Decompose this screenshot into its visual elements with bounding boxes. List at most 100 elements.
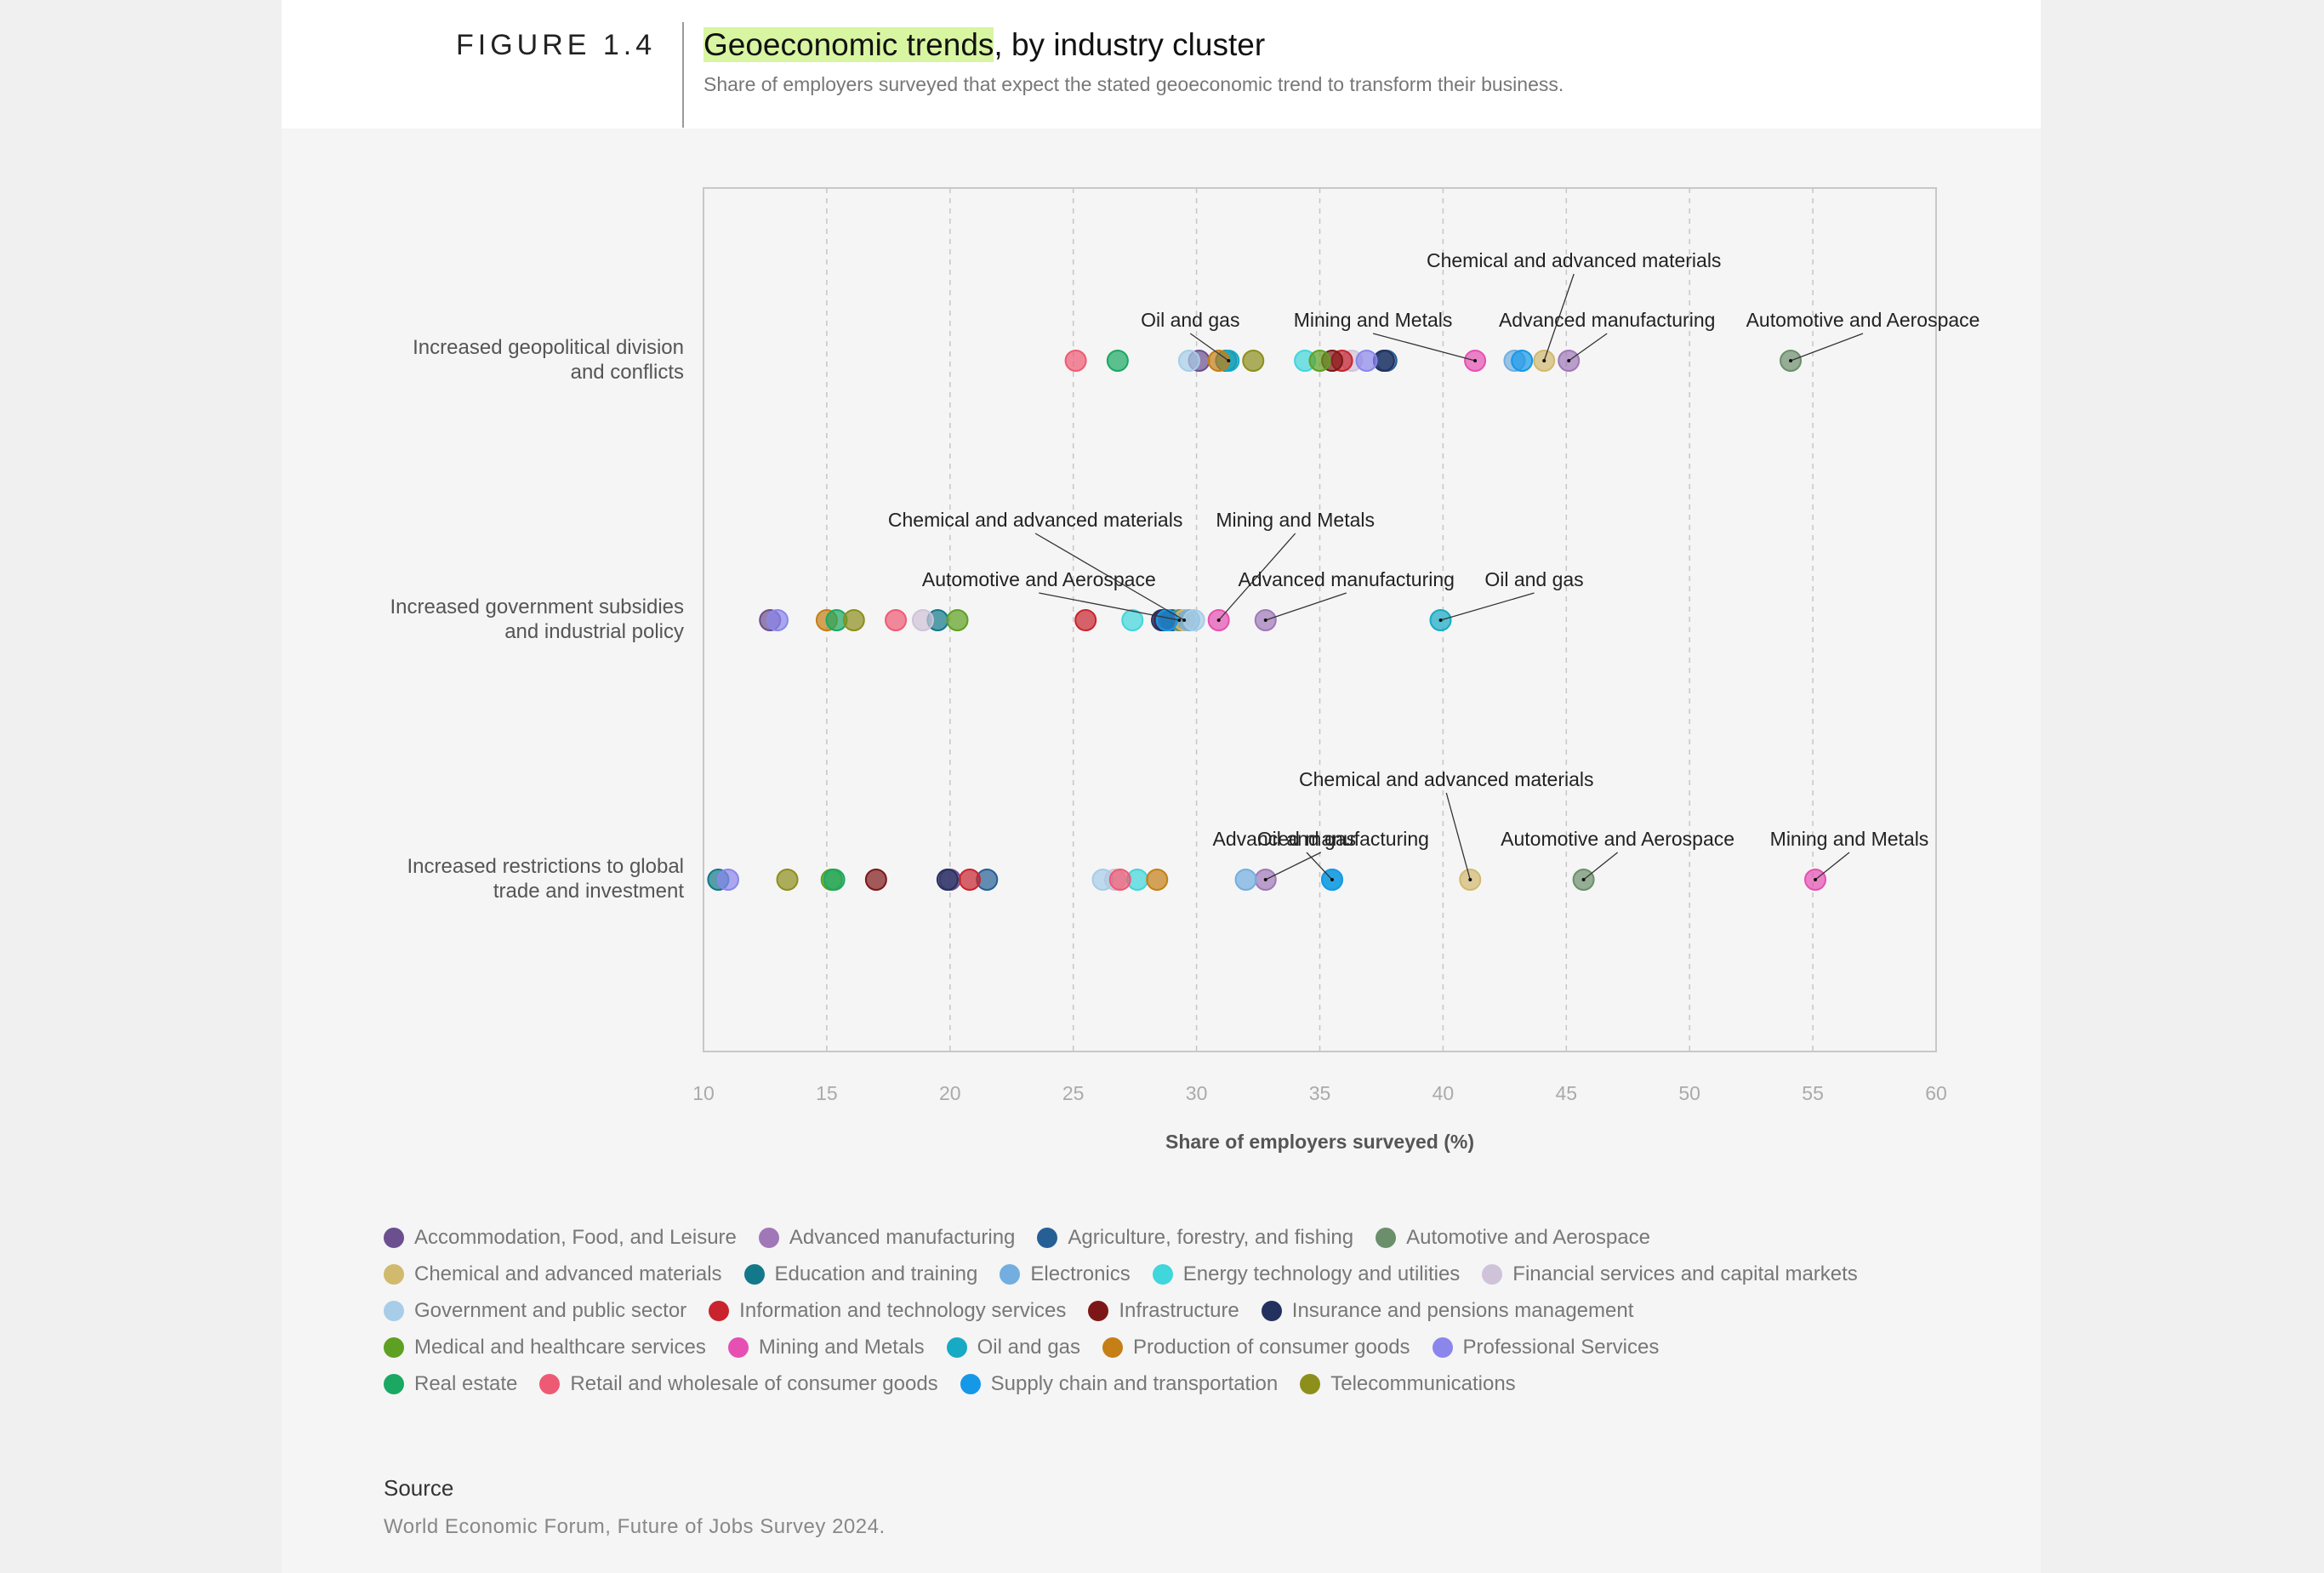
source-heading: Source [384, 1475, 454, 1501]
annotation-dot [1182, 618, 1187, 622]
legend-label: Advanced manufacturing [789, 1225, 1016, 1249]
legend-label: Agriculture, forestry, and fishing [1068, 1225, 1354, 1249]
annotation-label: Chemical and advanced materials [1299, 768, 1593, 790]
legend-label: Professional Services [1462, 1335, 1660, 1359]
legend-label: Mining and Metals [758, 1335, 925, 1359]
annotation-label: Oil and gas [1484, 568, 1583, 590]
data-point [936, 869, 959, 891]
chart-legend: Accommodation, Food, and Leisure Advanced… [384, 1219, 2000, 1402]
x-tick-label: 30 [1186, 1082, 1208, 1104]
annotation-dot [1263, 618, 1267, 622]
legend-item: Production of consumer goods [1102, 1336, 1410, 1359]
title-rest: , by industry cluster [994, 27, 1266, 62]
x-tick-label: 15 [816, 1082, 838, 1104]
legend-swatch [384, 1263, 404, 1285]
x-tick-label: 55 [1802, 1082, 1824, 1104]
annotation-dot [1263, 878, 1267, 881]
annotation-dot [1330, 878, 1334, 881]
legend-swatch [960, 1373, 981, 1394]
x-tick-label: 45 [1556, 1082, 1578, 1104]
legend-label: Infrastructure [1119, 1298, 1239, 1322]
annotation-dot [1473, 359, 1478, 362]
annotation-leader [1265, 852, 1322, 881]
annotation-leader [1445, 792, 1471, 881]
data-point [1064, 350, 1087, 372]
category-label: Increased restrictions to global trade an… [407, 855, 685, 903]
legend-label: Insurance and pensions management [1291, 1298, 1634, 1322]
legend-label: Accommodation, Food, and Leisure [414, 1225, 737, 1249]
annotation-dot [1468, 878, 1472, 881]
annotation-label: Mining and Metals [1770, 828, 1929, 850]
annotation-leader [1583, 852, 1618, 881]
annotation-label: Mining and Metals [1294, 309, 1453, 331]
legend-item: Supply chain and transportation [960, 1372, 1278, 1396]
x-tick-label: 20 [939, 1082, 961, 1104]
figure-subtitle: Share of employers surveyed that expect … [703, 73, 1564, 95]
x-tick-label: 60 [1925, 1082, 1947, 1104]
legend-swatch [727, 1336, 749, 1358]
legend-label: Government and public sector [414, 1298, 687, 1322]
annotation-leader [1372, 333, 1476, 362]
legend-item: Information and technology services [709, 1299, 1066, 1323]
header-divider [682, 22, 684, 128]
legend-label: Electronics [1030, 1262, 1131, 1285]
annotation-label: Automotive and Aerospace [1746, 309, 1980, 331]
annotation-dot [1177, 618, 1182, 622]
data-point [864, 869, 887, 891]
legend-item: Real estate [384, 1372, 517, 1396]
annotation-dot [1438, 618, 1443, 622]
category-label-line: trade and investment [493, 880, 684, 903]
data-point [823, 869, 846, 891]
data-point [1355, 350, 1378, 372]
legend-item: Infrastructure [1088, 1299, 1239, 1323]
annotation-dot [1789, 359, 1793, 362]
category-label-line: and industrial policy [504, 620, 684, 643]
legend-row: Medical and healthcare services Mining an… [384, 1329, 2000, 1365]
legend-item: Retail and wholesale of consumer goods [539, 1372, 938, 1396]
annotation-dot [1542, 359, 1546, 362]
annotation-label: Mining and Metals [1216, 509, 1375, 531]
figure-title: Geoeconomic trends, by industry cluster [703, 27, 1265, 63]
title-highlight: Geoeconomic trends [703, 27, 994, 62]
annotation-leader [1543, 273, 1575, 362]
source-text: World Economic Forum, Future of Jobs Sur… [384, 1515, 886, 1538]
legend-swatch [1482, 1263, 1503, 1285]
legend-swatch [384, 1227, 404, 1248]
annotation-leader [1189, 333, 1229, 362]
legend-label: Education and training [774, 1262, 978, 1285]
legend-swatch [384, 1373, 404, 1394]
x-tick-label: 50 [1678, 1082, 1700, 1104]
legend-label: Real estate [414, 1371, 518, 1395]
annotation-leader [1039, 592, 1180, 621]
data-point [958, 869, 981, 891]
legend-swatch [1088, 1300, 1109, 1321]
legend-swatch [1000, 1263, 1021, 1285]
legend-swatch [539, 1373, 561, 1394]
legend-row: Real estate Retail and wholesale of consu… [384, 1365, 2000, 1402]
data-point [1108, 869, 1131, 891]
legend-label: Medical and healthcare services [414, 1335, 706, 1359]
category-label-line: Increased geopolitical division [413, 336, 684, 359]
x-tick-label: 40 [1433, 1082, 1455, 1104]
data-point [1234, 869, 1257, 891]
annotation-label: Advanced manufacturing [1499, 309, 1715, 331]
category-label-line: Increased government subsidies [390, 596, 684, 618]
category-label-line: Increased restrictions to global [407, 855, 685, 878]
data-point [946, 609, 969, 631]
legend-item: Chemical and advanced materials [384, 1262, 722, 1286]
legend-item: Oil and gas [946, 1336, 1080, 1359]
legend-swatch [1102, 1336, 1124, 1358]
legend-item: Education and training [743, 1262, 978, 1286]
legend-item: Financial services and capital markets [1482, 1262, 1858, 1286]
data-point [1074, 609, 1097, 631]
legend-swatch [743, 1263, 765, 1285]
annotation-leader [1265, 592, 1347, 621]
legend-item: Professional Services [1432, 1335, 1660, 1359]
data-point [1121, 609, 1144, 631]
legend-item: Electronics [1000, 1262, 1131, 1286]
data-point [1106, 350, 1129, 372]
x-tick-label: 25 [1062, 1082, 1085, 1104]
figure-card: FIGURE 1.4 Geoeconomic trends, by indust… [282, 0, 2041, 1573]
legend-item: Medical and healthcare services [384, 1336, 706, 1359]
annotation-leader [1034, 533, 1185, 621]
